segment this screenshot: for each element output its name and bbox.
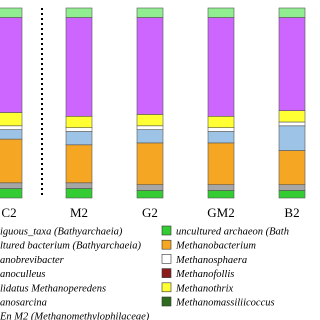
bar-segment — [65, 131, 93, 146]
bar-segment — [278, 184, 306, 191]
bar-segment — [136, 125, 164, 130]
legend-label: uncultured archaeon (Bath — [176, 227, 289, 238]
legend-swatch — [161, 239, 172, 250]
x-tick-label: GM2 — [207, 205, 234, 220]
legend-swatch — [161, 268, 172, 278]
legend-label: anobrevibacter — [0, 255, 65, 266]
bar-segment — [207, 142, 235, 185]
legend-swatch — [161, 225, 172, 236]
bar-segment — [136, 142, 164, 185]
bar-segment — [136, 184, 164, 191]
legend-swatch — [161, 296, 172, 307]
legend-label: Methanosphaera — [175, 255, 247, 266]
legend-label: iguous_taxa (Bathyarchaeia) — [0, 227, 123, 238]
bar-segment — [136, 114, 164, 127]
bar-segment — [207, 190, 235, 199]
legend-label: Methanothrix — [175, 283, 233, 294]
bar-segment — [65, 127, 93, 132]
legend-label: Methanofollis — [175, 269, 234, 280]
bar-segment — [0, 129, 23, 140]
x-tick-label: M2 — [70, 205, 88, 220]
bar-segment — [0, 182, 23, 189]
bar-segment — [0, 125, 23, 130]
legend-label: anoculleus — [0, 269, 46, 280]
bar-segment — [278, 121, 306, 127]
bar-segment — [278, 7, 306, 18]
bar-segment — [0, 188, 23, 199]
x-tick-label: B2 — [284, 205, 299, 220]
legend-label: Methanobacterium — [175, 241, 256, 252]
bar-segment — [278, 110, 306, 123]
bar-segment — [278, 150, 306, 186]
bar-segment — [136, 190, 164, 199]
bar-segment — [207, 127, 235, 132]
bar-segment — [65, 182, 93, 189]
legend-label: anosarcina — [0, 298, 47, 309]
bar-segment — [0, 7, 23, 18]
bar-segment — [207, 116, 235, 129]
legend-swatch — [161, 282, 172, 293]
bar-segment — [207, 184, 235, 191]
bar-segment — [65, 116, 93, 129]
bar-segment — [0, 17, 23, 113]
legend-swatch — [161, 254, 172, 264]
bar-segment — [0, 138, 23, 184]
bar-segment — [0, 112, 23, 127]
legend-label: En M2 (Methanomethylophilaceae) — [0, 312, 150, 320]
bar-segment — [278, 125, 306, 151]
bar-segment — [136, 17, 164, 115]
x-tick-label: G2 — [142, 205, 158, 220]
legend-label: Methanomassiliicoccus — [175, 298, 275, 309]
bar-segment — [136, 129, 164, 144]
bar-segment — [65, 7, 93, 18]
bar-segment — [65, 144, 93, 184]
bar-segment — [207, 7, 235, 18]
legend-label: ltured bacterium (Bathyarchaeia) — [0, 241, 141, 252]
bar-segment — [278, 17, 306, 111]
bar-segment — [65, 17, 93, 117]
bar-segment — [207, 17, 235, 117]
bar-segment — [278, 190, 306, 199]
bar-segment — [207, 131, 235, 144]
bar-segment — [65, 188, 93, 199]
x-tick-label: C2 — [1, 205, 16, 220]
bar-segment — [136, 7, 164, 18]
legend-label: lidatus Methanoperedens — [0, 283, 106, 294]
